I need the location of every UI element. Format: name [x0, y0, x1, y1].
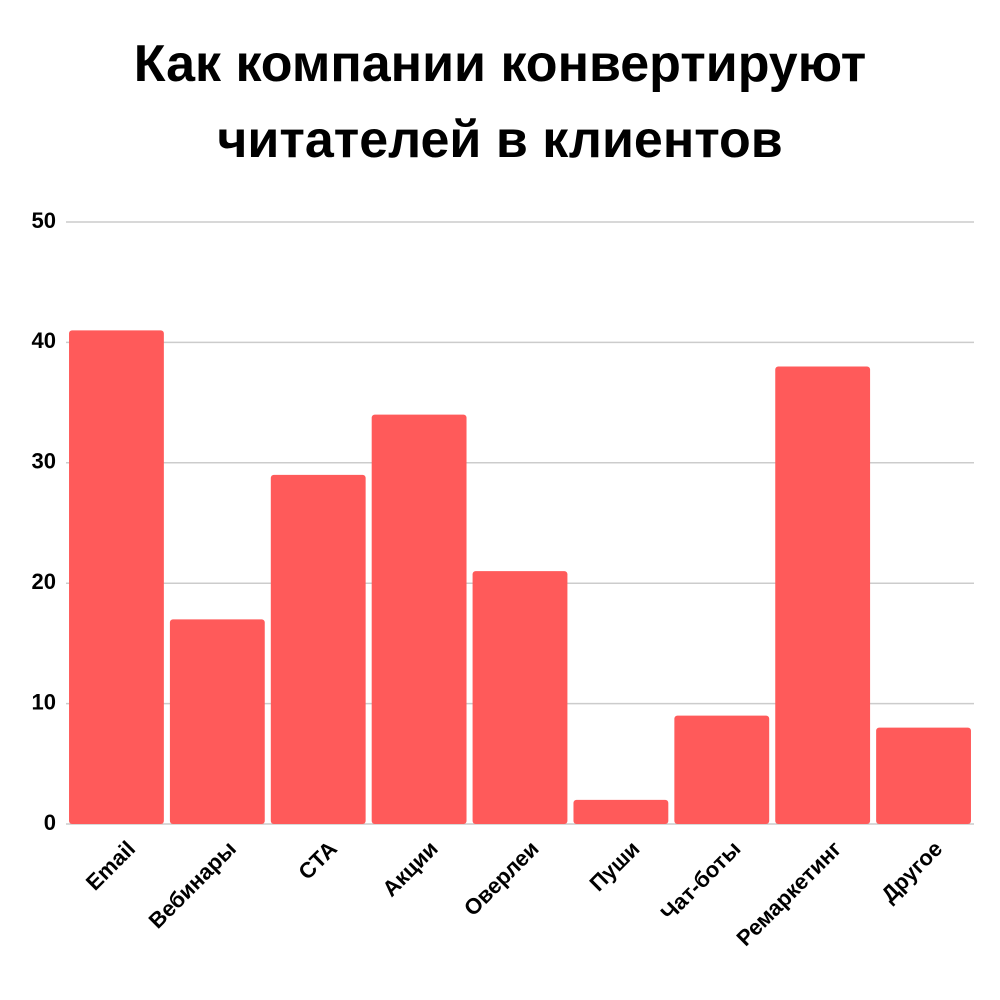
bar: [371, 414, 467, 824]
y-tick-label: 40: [32, 328, 56, 353]
bar: [270, 474, 366, 824]
x-tick-label: Email: [81, 836, 140, 895]
chart-title: Как компании конвертируют читателей в кл…: [133, 35, 867, 169]
bar: [573, 799, 669, 824]
x-tick-label: Чат-боты: [656, 836, 746, 926]
x-tick-label: Ремаркетинг: [731, 836, 846, 951]
x-tick-label: Пуши: [584, 836, 644, 896]
bar: [775, 366, 871, 824]
x-tick-label: Оверлеи: [459, 836, 544, 921]
x-tick-label: CTA: [293, 836, 342, 885]
bar: [674, 715, 770, 824]
y-tick-label: 30: [32, 449, 56, 474]
bar: [169, 619, 265, 824]
y-tick-label: 20: [32, 569, 56, 594]
bar: [876, 727, 971, 824]
y-tick-label: 50: [32, 208, 56, 233]
bar: [69, 330, 164, 824]
x-tick-label: Вебинары: [144, 836, 241, 933]
y-tick-label: 10: [32, 689, 56, 714]
x-tick-label: Другое: [876, 836, 947, 907]
x-tick-label: Акции: [377, 836, 442, 901]
y-tick-label: 0: [44, 810, 56, 835]
bar: [472, 571, 568, 824]
